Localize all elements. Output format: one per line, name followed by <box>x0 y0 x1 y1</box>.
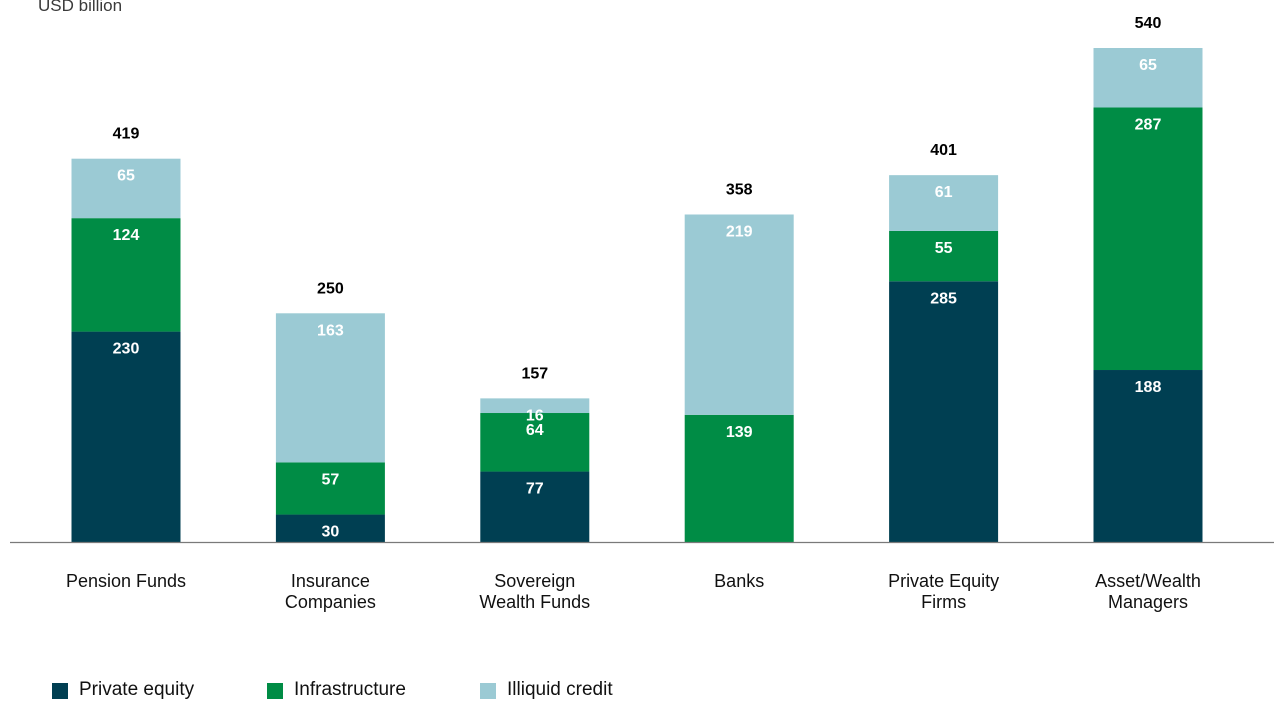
bar-total-label: 358 <box>726 181 753 198</box>
bar-segment-illiquid-credit <box>1093 48 1203 108</box>
segment-value-label: 16 <box>526 407 544 424</box>
legend-swatch <box>267 683 283 699</box>
bar-segment-private-equity <box>889 281 999 542</box>
category-label: Asset/Wealth Managers <box>1095 571 1201 612</box>
segment-value-label: 188 <box>1135 379 1162 396</box>
bar-total-label: 540 <box>1135 15 1162 32</box>
bar-segment-infrastructure <box>275 462 385 515</box>
segment-value-label: 124 <box>113 227 140 244</box>
segment-value-label: 55 <box>935 240 953 257</box>
legend-swatch <box>480 683 496 699</box>
bar-segment-infrastructure <box>684 414 794 542</box>
category-label: Sovereign Wealth Funds <box>479 571 591 612</box>
bar-total-label: 250 <box>317 280 344 297</box>
category-label: Insurance Companies <box>284 571 376 612</box>
legend-swatch <box>52 683 68 699</box>
category-label: Private Equity Firms <box>888 571 1000 612</box>
segment-value-label: 64 <box>526 422 544 439</box>
segment-value-label: 61 <box>935 184 953 201</box>
segment-value-label: 287 <box>1135 116 1162 133</box>
bar-total-label: 419 <box>113 126 140 143</box>
segment-value-label: 163 <box>317 322 344 339</box>
segment-value-label: 65 <box>1139 57 1157 74</box>
bar-segment-private-equity <box>71 331 181 542</box>
segment-value-label: 139 <box>726 424 753 441</box>
bar-segment-infrastructure <box>1093 107 1203 371</box>
bar-segment-infrastructure <box>480 413 590 472</box>
bar-segment-illiquid-credit <box>480 398 590 414</box>
category-label: Banks <box>714 571 765 591</box>
segment-value-label: 57 <box>322 471 340 488</box>
bar-segment-illiquid-credit <box>684 214 794 415</box>
bar-segment-illiquid-credit <box>71 158 181 219</box>
bar-segment-illiquid-credit <box>889 175 999 231</box>
segment-value-label: 77 <box>526 481 544 498</box>
bars-layer <box>71 48 1203 542</box>
bar-segment-private-equity <box>1093 370 1203 542</box>
legend-label: Illiquid credit <box>507 679 613 700</box>
segment-value-label: 65 <box>117 168 135 185</box>
bar-segment-infrastructure <box>71 218 181 332</box>
bar-segment-infrastructure <box>889 230 999 282</box>
segment-value-label: 219 <box>726 223 753 240</box>
unit-label: USD billion <box>38 0 123 15</box>
category-label: Pension Funds <box>65 571 187 591</box>
bar-segment-private-equity <box>480 471 590 542</box>
bar-total-label: 157 <box>521 365 548 382</box>
legend-label: Private equity <box>79 679 195 700</box>
bar-total-label: 401 <box>930 142 957 159</box>
segment-value-label: 230 <box>113 341 140 358</box>
bar-segment-private-equity <box>275 514 385 542</box>
legend-label: Infrastructure <box>294 679 406 700</box>
segment-value-label: 285 <box>930 290 957 307</box>
segment-value-label: 30 <box>322 524 340 541</box>
bar-segment-illiquid-credit <box>275 313 385 463</box>
